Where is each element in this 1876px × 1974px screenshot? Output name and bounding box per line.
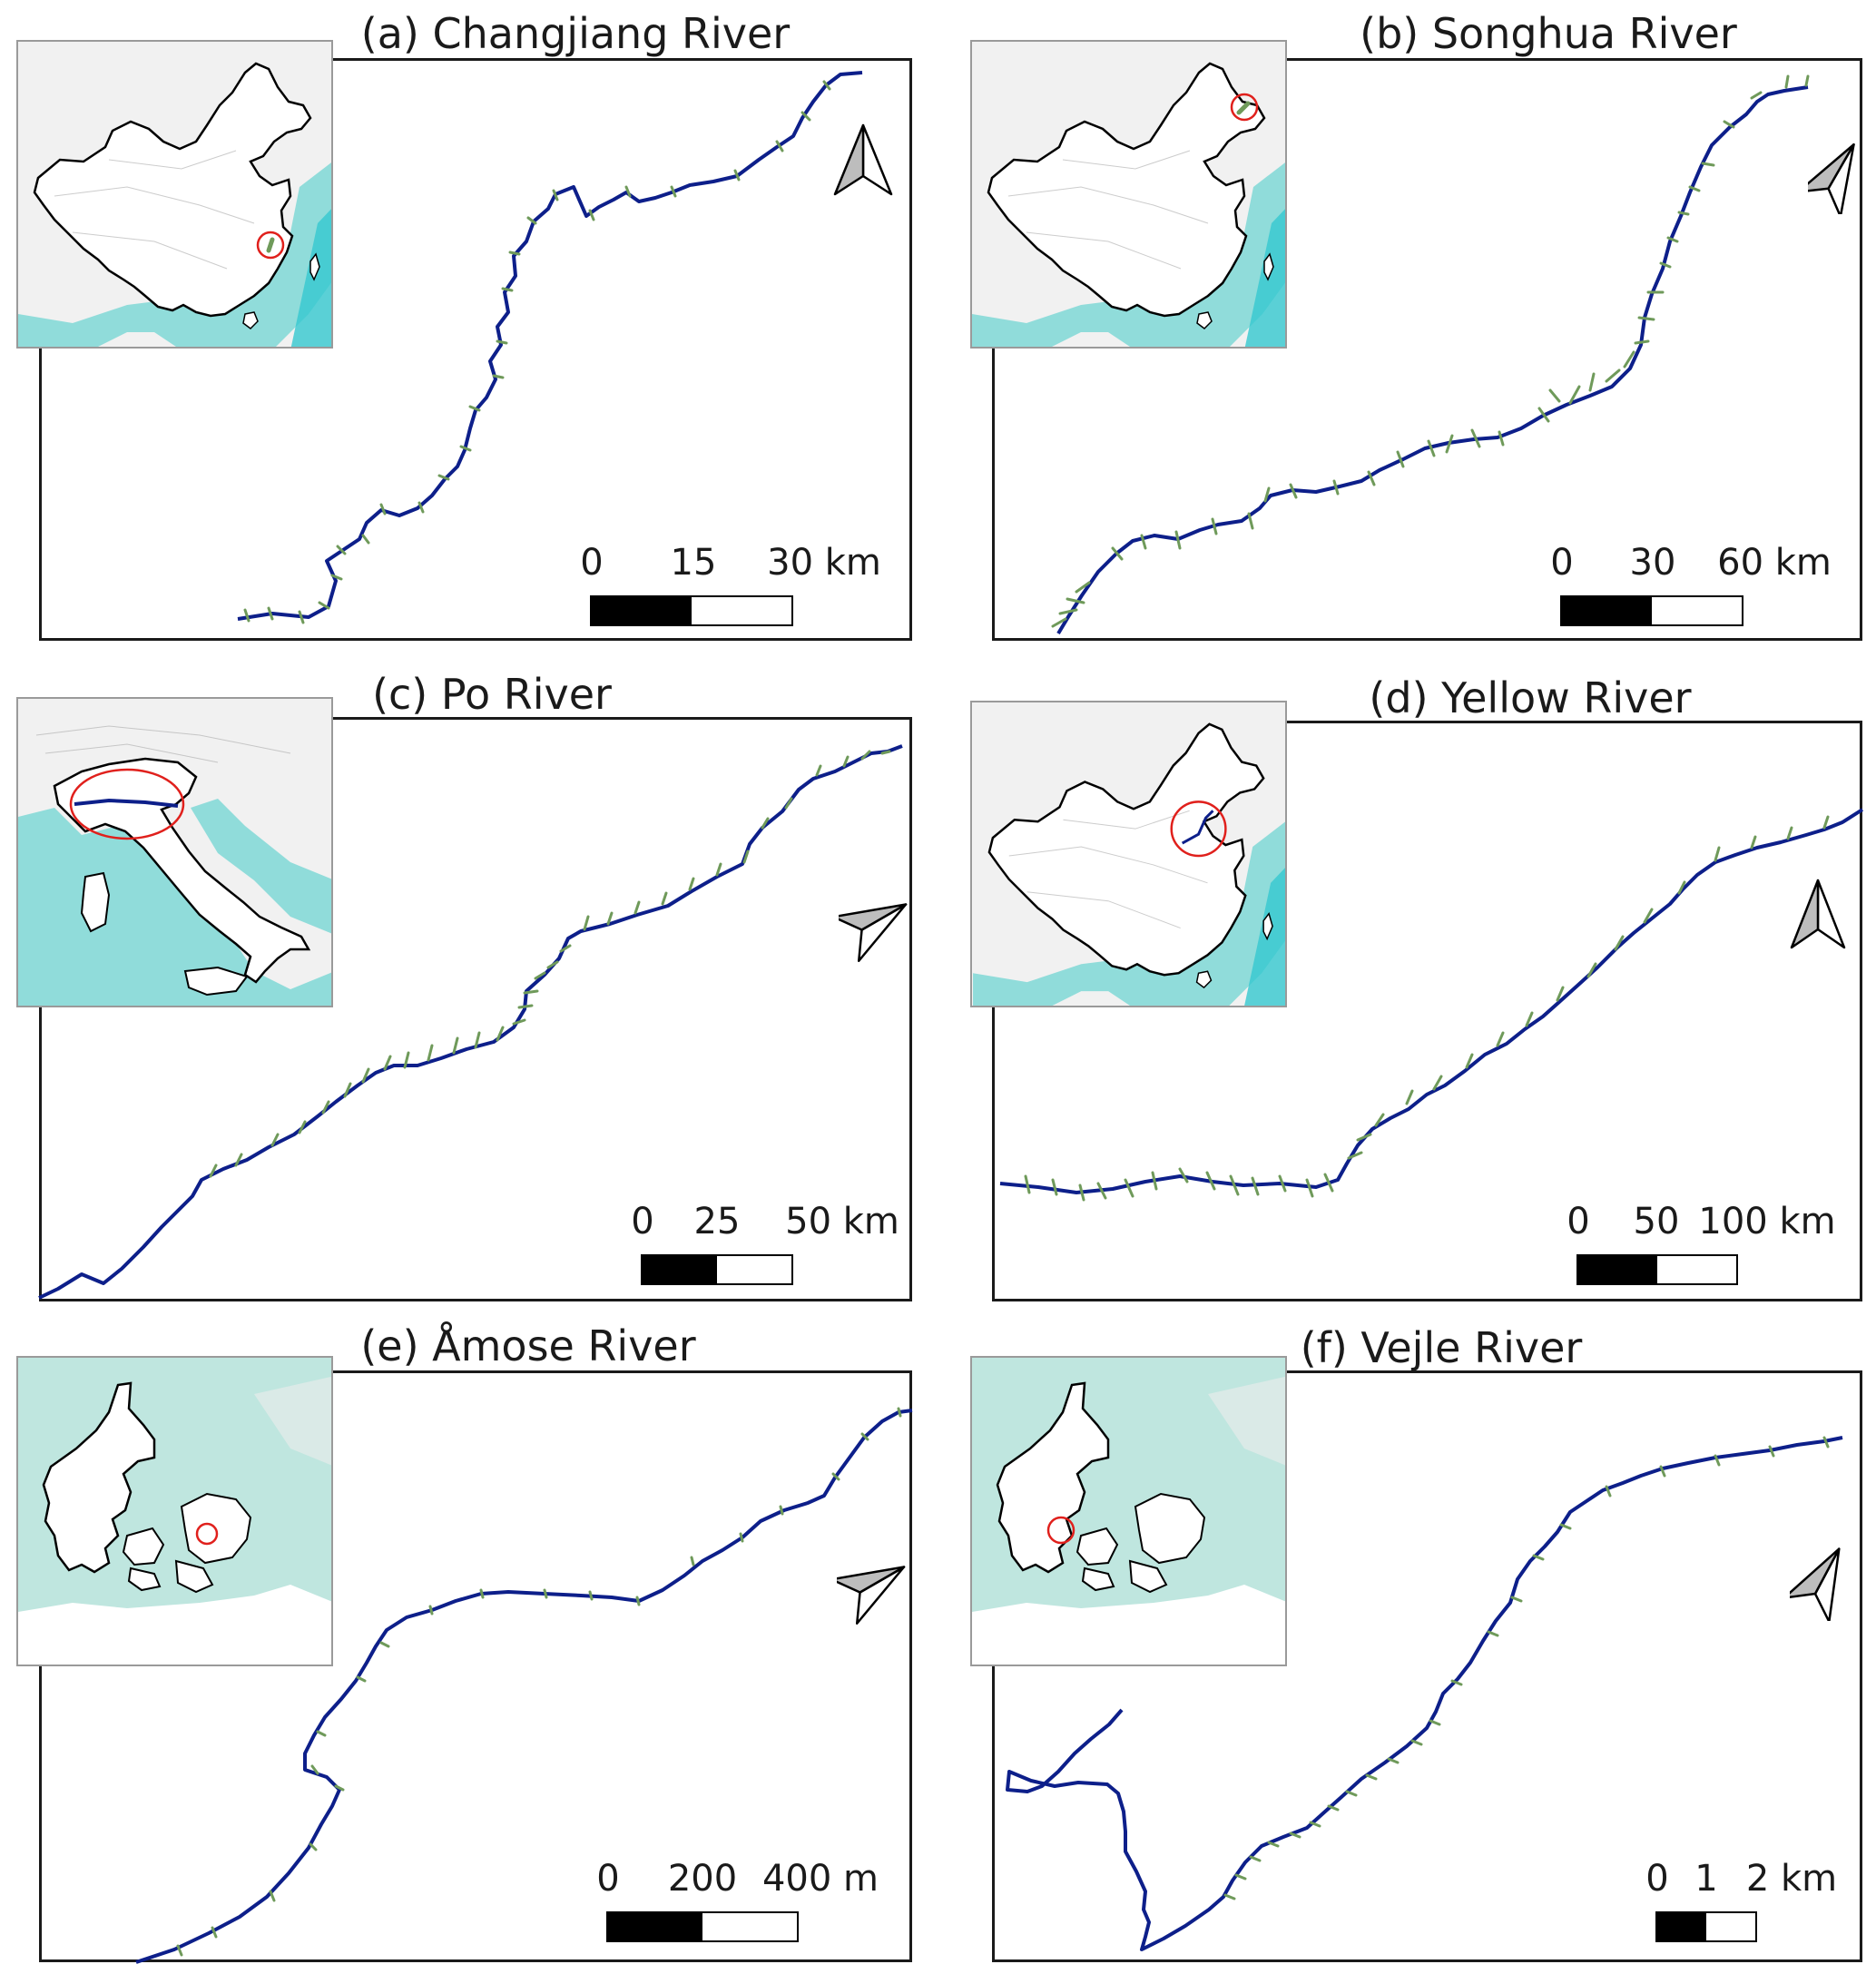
scale-label-mid: 50 [1633,1201,1680,1242]
river-line-a [237,71,863,621]
panel-title-b: (b) Songhua River [1360,9,1737,58]
scale-label-end: 50 km [785,1201,899,1242]
scale-label-end: 2 km [1745,1858,1838,1900]
inset-map-d [970,701,1287,1007]
scale-label-mid: 25 [693,1201,741,1242]
scale-label-mid: 200 [667,1858,738,1900]
map-frame-b [992,58,1862,641]
scale-bar-b: 0 30 60 km [1550,542,1832,628]
inset-map-f [970,1356,1287,1666]
scale-label-start: 0 [1645,1858,1669,1900]
river-line-e [135,1409,913,1964]
river-line-d [999,808,1864,1194]
scale-label-mid: 1 [1694,1858,1718,1900]
cross-sections [176,74,1830,1957]
panel-title-d: (d) Yellow River [1369,673,1692,722]
scale-label-start: 0 [631,1201,654,1242]
scale-label-mid: 15 [670,542,717,584]
inset-map-e [16,1356,333,1666]
scale-label-end: 30 km [767,542,881,584]
scale-label-start: 0 [580,542,604,584]
scale-label-end: 100 km [1698,1201,1836,1242]
scale-label-start: 0 [596,1858,620,1900]
scale-label-start: 0 [1567,1201,1590,1242]
north-arrow-icon [833,123,893,196]
north-arrow-icon [1790,1547,1841,1621]
river-line-b [1056,85,1809,635]
scale-bar-a: 0 15 30 km [580,542,881,628]
panel-title-e: (e) Åmose River [360,1321,696,1370]
scale-bar-d: 0 50 100 km [1567,1201,1836,1287]
panel-title-a: (a) Changjiang River [360,9,791,58]
scale-bar-c: 0 25 50 km [631,1201,899,1287]
inset-map-b [970,40,1287,349]
scale-label-mid: 30 [1629,542,1676,584]
north-arrow-icon [1808,142,1855,214]
north-arrow-icon [837,1566,906,1625]
panel-title-f: (f) Vejle River [1300,1323,1583,1372]
scale-bar-e: 0 200 400 m [596,1858,879,1944]
scale-label-end: 60 km [1717,542,1832,584]
inset-map-a [16,40,333,349]
scale-label-start: 0 [1550,542,1574,584]
scale-bar-f: 0 1 2 km [1645,1858,1837,1944]
river-line-c [38,744,903,1300]
scale-label-end: 400 m [761,1858,879,1900]
inset-map-c [16,697,333,1007]
panel-title-c: (c) Po River [372,670,612,719]
north-arrow-icon [1790,879,1846,949]
north-arrow-icon [839,903,908,962]
river-line-f [1006,1436,1843,1951]
